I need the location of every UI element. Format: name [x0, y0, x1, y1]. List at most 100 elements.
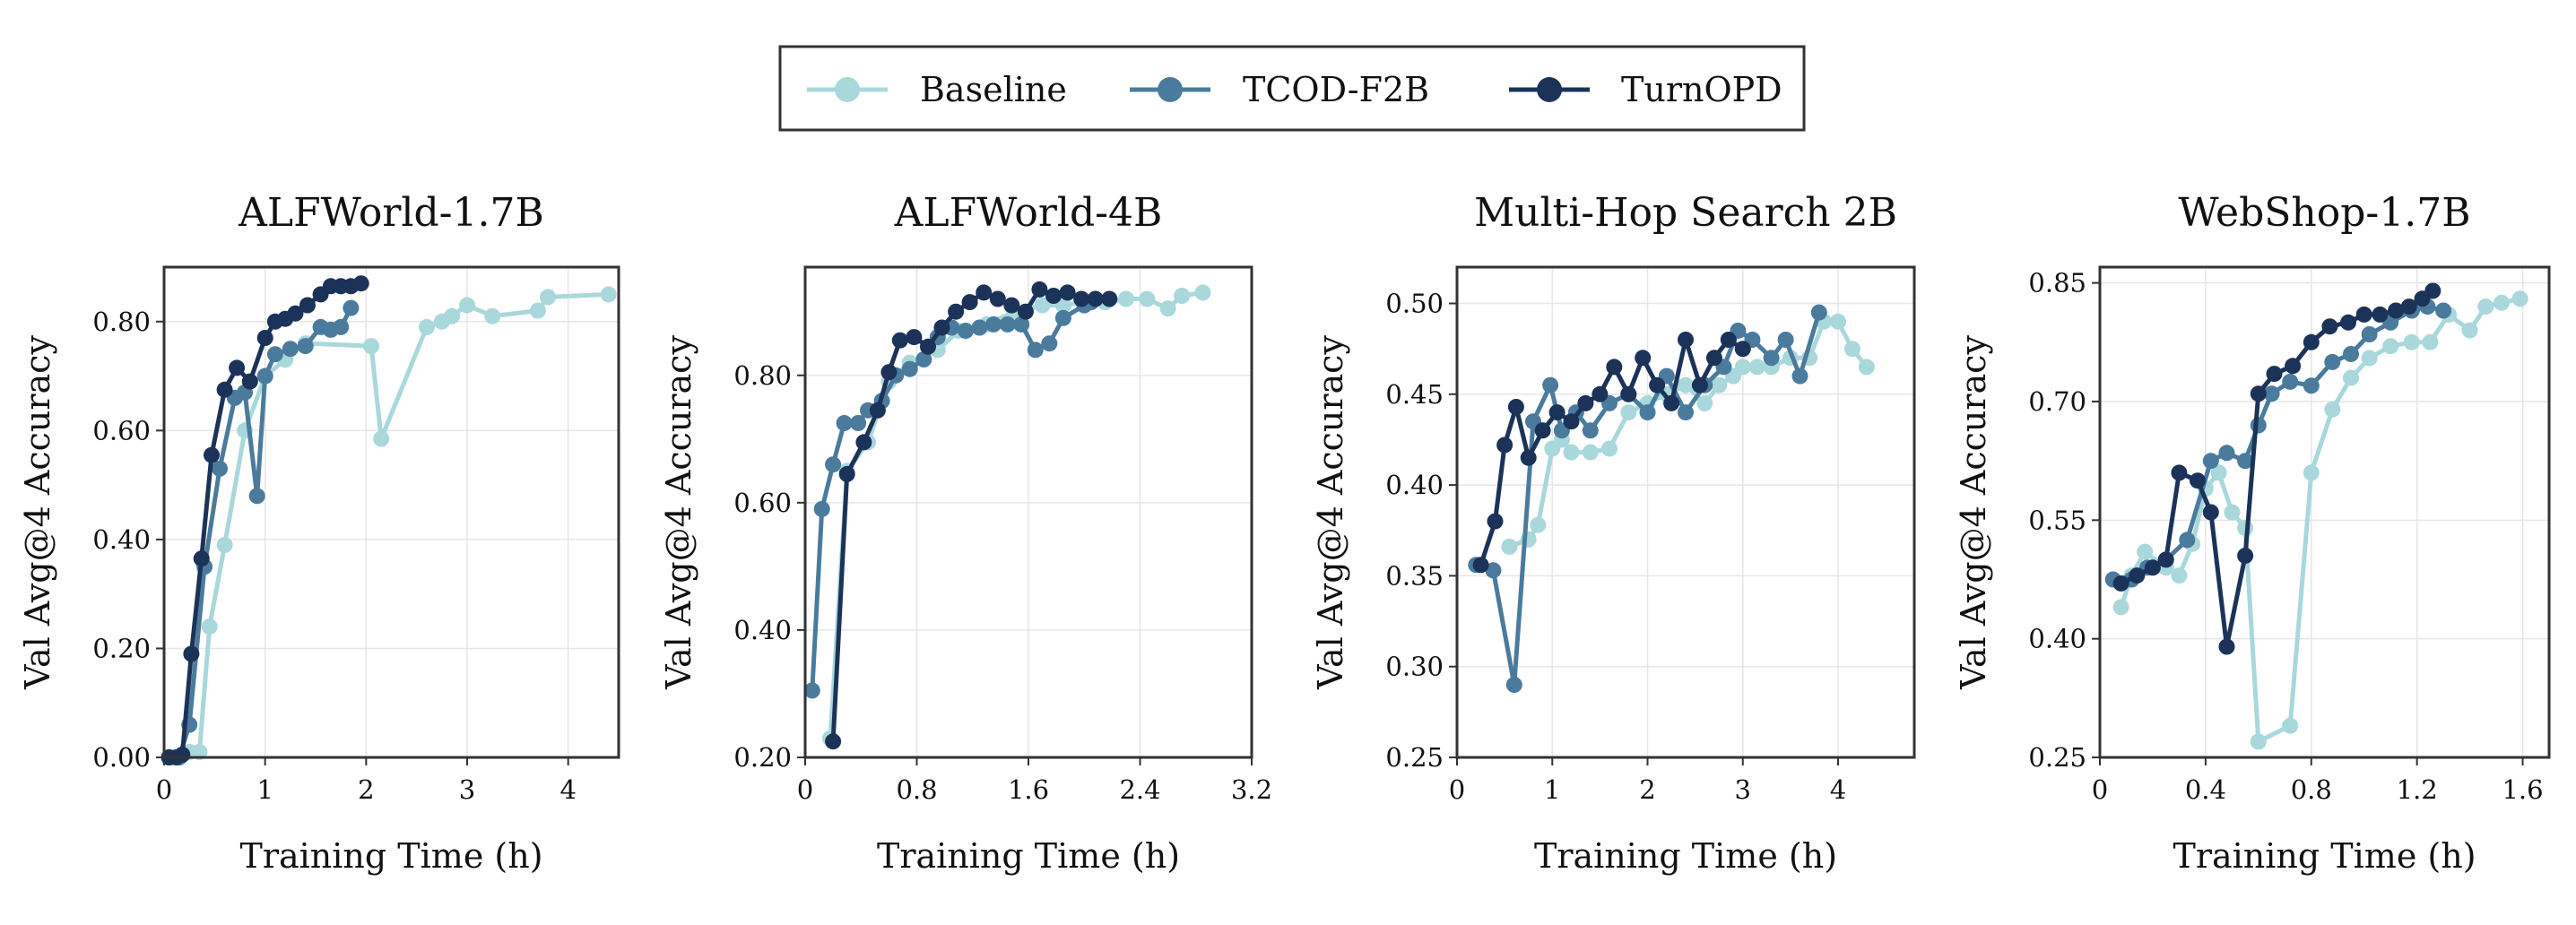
x-tick-label: 3.2: [1231, 774, 1272, 805]
data-point-turnopd: [825, 733, 842, 750]
data-point-tcod-f2b: [212, 460, 228, 477]
data-point-turnopd: [1663, 394, 1680, 411]
y-tick-label: 0.80: [733, 360, 792, 391]
y-tick-label: 0.25: [1385, 742, 1444, 773]
x-tick-label: 1: [256, 774, 273, 805]
series-tcod-f2b: [1468, 304, 1827, 693]
x-tick-label: 0: [2092, 774, 2108, 805]
data-point-tcod-f2b: [2282, 373, 2299, 390]
data-point-baseline: [1530, 516, 1547, 533]
data-point-baseline: [2403, 333, 2420, 350]
data-point-tcod-f2b: [2218, 445, 2235, 462]
data-point-tcod-f2b: [1041, 335, 1058, 352]
data-point-turnopd: [2171, 464, 2188, 481]
x-tick-label: 2: [358, 774, 374, 805]
data-point-turnopd: [2250, 385, 2267, 402]
series-turnopd: [825, 281, 1118, 750]
data-point-turnopd: [2303, 333, 2320, 350]
data-point-baseline: [2210, 464, 2227, 481]
data-point-turnopd: [2190, 472, 2206, 489]
data-point-turnopd: [976, 284, 993, 301]
data-point-turnopd: [855, 434, 872, 451]
data-point-turnopd: [2202, 504, 2219, 521]
data-point-turnopd: [2372, 306, 2389, 323]
panel-title: Multi-Hop Search 2B: [1474, 190, 1897, 236]
x-axis-label: Training Time (h): [239, 836, 542, 876]
data-point-tcod-f2b: [1013, 316, 1030, 333]
data-point-turnopd: [933, 319, 950, 336]
data-point-turnopd: [1691, 376, 1708, 393]
data-point-turnopd: [1705, 350, 1722, 367]
data-point-turnopd: [174, 747, 191, 763]
data-point-turnopd: [1003, 297, 1020, 314]
data-point-turnopd: [287, 305, 304, 322]
y-tick-label: 0.20: [733, 742, 792, 773]
series-turnopd: [1472, 332, 1751, 574]
data-point-baseline: [1174, 288, 1191, 304]
y-axis-label: Val Avg@4 Accuracy: [1954, 335, 1993, 690]
y-tick-label: 0.30: [1385, 652, 1444, 682]
y-tick-label: 0.80: [92, 307, 151, 337]
data-point-baseline: [2250, 733, 2267, 750]
legend-label-tcod-f2b: TCOD-F2B: [1243, 70, 1429, 109]
data-point-tcod-f2b: [958, 323, 974, 339]
data-point-tcod-f2b: [2237, 453, 2254, 470]
data-point-baseline: [2461, 322, 2478, 339]
x-tick-label: 0: [1449, 774, 1465, 805]
data-point-turnopd: [2321, 318, 2338, 335]
plot-frame: [803, 265, 1253, 759]
data-point-baseline: [191, 743, 208, 760]
data-point-tcod-f2b: [297, 338, 314, 355]
data-point-turnopd: [1720, 332, 1737, 348]
data-point-baseline: [418, 318, 435, 335]
x-tick-label: 4: [1830, 774, 1846, 805]
data-point-tcod-f2b: [2179, 532, 2196, 549]
x-tick-label: 1.6: [1008, 774, 1049, 805]
data-point-turnopd: [2424, 282, 2442, 299]
y-tick-label: 0.25: [2028, 742, 2086, 773]
x-tick-label: 3: [1735, 774, 1751, 805]
data-point-turnopd: [961, 294, 978, 311]
data-point-turnopd: [2218, 638, 2235, 655]
data-point-tcod-f2b: [282, 341, 299, 358]
series-baseline: [2112, 290, 2528, 750]
data-point-tcod-f2b: [2343, 346, 2359, 362]
data-point-baseline: [484, 307, 501, 324]
panel-title: ALFWorld-4B: [894, 190, 1163, 236]
legend-label-turnopd: TurnOPD: [1621, 70, 1782, 109]
data-point-baseline: [1734, 359, 1751, 376]
data-point-tcod-f2b: [256, 367, 273, 385]
data-point-turnopd: [1620, 385, 1637, 402]
data-point-baseline: [1194, 284, 1211, 301]
data-point-turnopd: [891, 332, 908, 349]
plot-frame: [162, 265, 620, 759]
data-point-tcod-f2b: [901, 360, 918, 377]
data-point-tcod-f2b: [1678, 404, 1694, 421]
x-axis-label: Training Time (h): [2173, 836, 2476, 876]
data-point-tcod-f2b: [1027, 341, 1044, 359]
data-point-baseline: [2303, 464, 2320, 481]
data-point-turnopd: [1606, 359, 1623, 376]
data-point-baseline: [540, 289, 557, 306]
data-point-tcod-f2b: [813, 500, 830, 517]
plot-frame: [2098, 265, 2551, 759]
data-point-tcod-f2b: [1639, 404, 1656, 421]
data-point-tcod-f2b: [850, 415, 867, 431]
data-point-tcod-f2b: [803, 682, 820, 699]
data-point-turnopd: [256, 330, 273, 346]
data-point-turnopd: [1678, 332, 1694, 348]
plot-frame: [1455, 265, 1916, 759]
data-point-baseline: [2224, 504, 2241, 521]
legend-frame: [778, 45, 1806, 132]
legend-label-baseline: Baseline: [920, 70, 1067, 109]
y-tick-label: 0.85: [2028, 268, 2086, 298]
data-point-turnopd: [2266, 366, 2283, 383]
data-point-tcod-f2b: [2263, 385, 2280, 402]
panel-title: ALFWorld-1.7B: [238, 190, 544, 236]
data-point-baseline: [1117, 290, 1134, 307]
data-point-tcod-f2b: [1582, 422, 1599, 439]
data-point-baseline: [2343, 369, 2359, 386]
y-tick-label: 0.55: [2028, 505, 2086, 535]
x-tick-label: 4: [559, 774, 576, 805]
